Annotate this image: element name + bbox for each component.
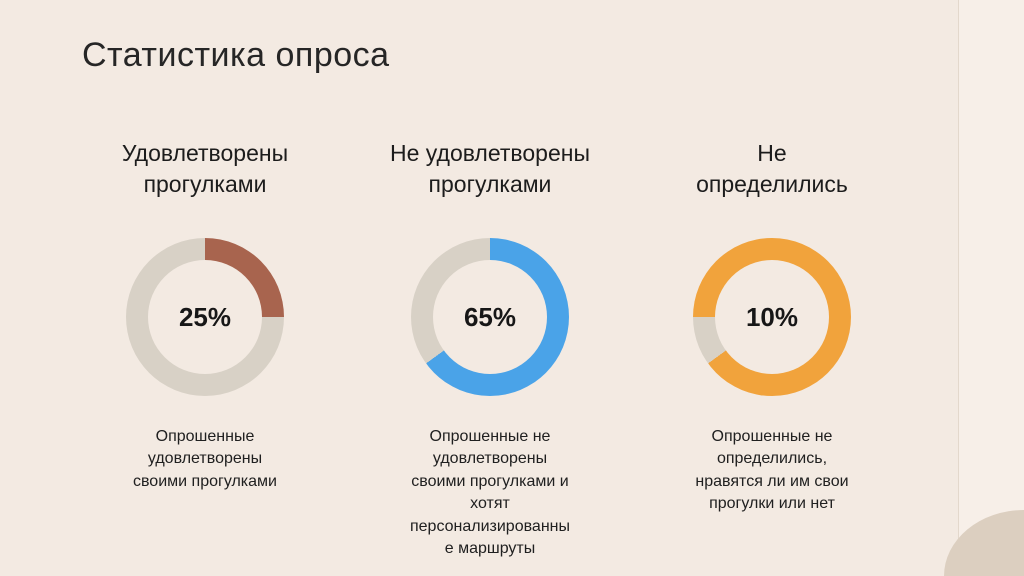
chart-card-not-satisfied: Не удовлетворены прогулками 65% Опрошенн… — [340, 138, 640, 568]
donut-chart-undecided: 10% — [693, 238, 851, 396]
chart-heading: Удовлетворены прогулками — [121, 140, 289, 198]
donut-hole: 25% — [148, 260, 262, 374]
chart-card-satisfied: Удовлетворены прогулками 25% Опрошенные … — [55, 138, 355, 568]
percent-label: 65% — [463, 301, 517, 332]
bottom-right-corner-shape — [944, 510, 1024, 576]
chart-card-undecided: Не определились 10% Опрошенные не опреде… — [622, 138, 922, 568]
donut-hole: 65% — [433, 260, 547, 374]
chart-heading: Не удовлетворены прогулками — [390, 140, 590, 198]
right-side-panel — [958, 0, 1024, 576]
percent-label: 10% — [745, 301, 799, 332]
donut-chart-not-satisfied: 65% — [411, 238, 569, 396]
donut-chart-satisfied: 25% — [126, 238, 284, 396]
page-title: Статистика опроса — [82, 36, 390, 74]
chart-heading: Не определились — [696, 140, 848, 198]
chart-caption: Опрошенные не удовлетворены своими прогу… — [409, 428, 570, 557]
chart-caption: Опрошенные удовлетворены своими прогулка… — [132, 428, 277, 490]
chart-caption: Опрошенные не определились, нравятся ли … — [695, 428, 849, 513]
donut-hole: 10% — [715, 260, 829, 374]
percent-label: 25% — [178, 301, 232, 332]
